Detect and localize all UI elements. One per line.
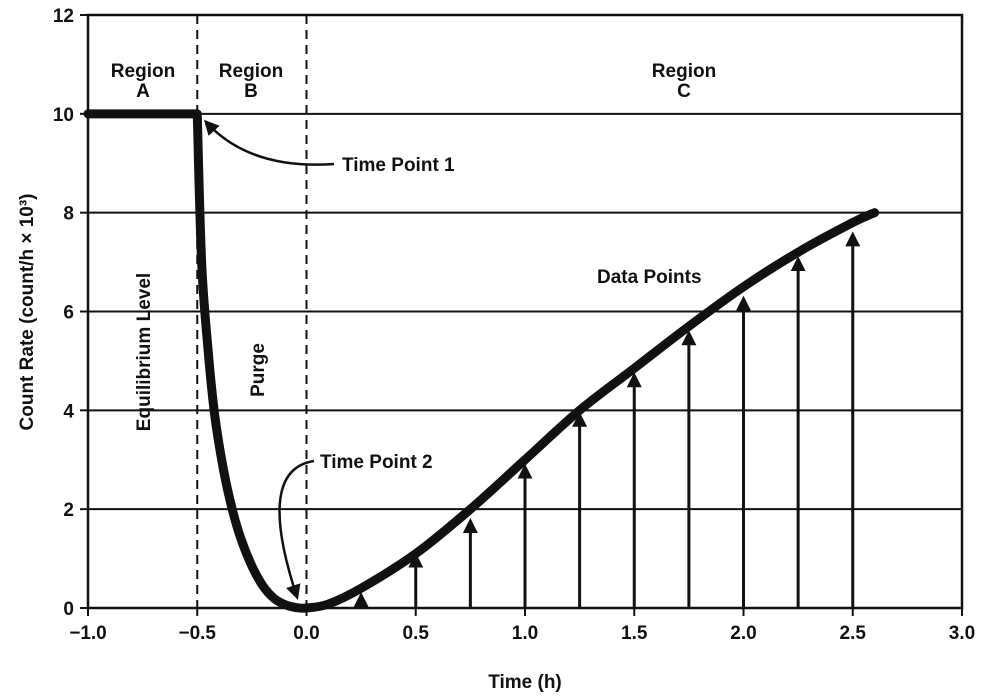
- y-axis-title: Count Rate (count/h × 10³): [17, 194, 38, 431]
- region-b-label-line1: Region: [219, 61, 283, 82]
- y-tick-label-3: 6: [63, 303, 74, 324]
- y-tick-label-4: 8: [63, 204, 74, 225]
- x-tick-label-4: 1.0: [512, 623, 538, 644]
- region-c-label-line1: Region: [652, 61, 716, 82]
- y-tick-label-0: 0: [63, 599, 74, 620]
- time-point-2-arrow: [278, 459, 315, 600]
- x-tick-label-6: 2.0: [730, 623, 756, 644]
- region-c-label-line2: C: [677, 81, 691, 102]
- count-rate-curve: [83, 109, 880, 613]
- x-tick-label-8: 3.0: [949, 623, 975, 644]
- x-tick-label-0: −1.0: [69, 623, 107, 644]
- time-point-2-label: Time Point 2: [320, 452, 433, 473]
- x-tick-label-3: 0.5: [403, 623, 430, 644]
- purge-label: Purge: [248, 343, 269, 397]
- region-a-label-line1: Region: [111, 61, 175, 82]
- y-tick-label-2: 4: [63, 401, 74, 422]
- y-tick-label-5: 10: [53, 105, 74, 126]
- data-points-label: Data Points: [597, 267, 702, 288]
- x-tick-label-1: −0.5: [178, 623, 216, 644]
- y-tick-label-1: 2: [63, 500, 74, 521]
- gridlines: [88, 112, 962, 511]
- x-tick-label-7: 2.5: [840, 623, 867, 644]
- axis-ticks: −1.0 −0.5 0.0 0.5 1.0 1.5 2.0 2.5 3.0 0 2 4 6 8 10 12: [53, 6, 975, 644]
- x-axis-title: Time (h): [488, 672, 562, 693]
- time-point-1-label: Time Point 1: [342, 155, 455, 176]
- data-point-arrows: [353, 231, 861, 608]
- y-tick-label-6: 12: [53, 6, 74, 27]
- region-a-label-line2: A: [136, 81, 150, 102]
- equilibrium-level-label: Equilibrium Level: [134, 273, 155, 431]
- x-tick-label-5: 1.5: [621, 623, 648, 644]
- region-b-label-line2: B: [244, 81, 258, 102]
- x-tick-label-2: 0.0: [293, 623, 319, 644]
- time-point-1-arrow: [203, 119, 335, 166]
